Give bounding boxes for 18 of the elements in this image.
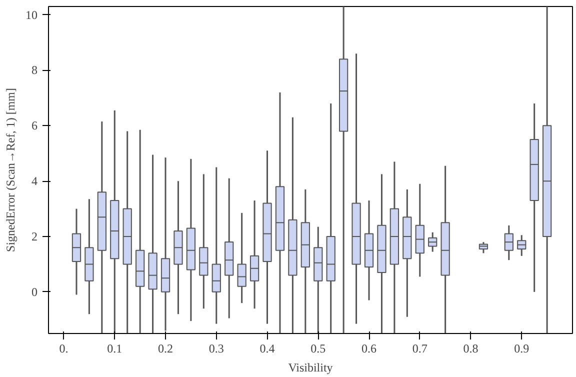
x-tick-label: 0.1: [107, 342, 122, 356]
x-tick-label: 0.6: [362, 342, 377, 356]
x-tick-label: 0.5: [310, 342, 326, 356]
x-axis-title: Visibility: [288, 360, 333, 374]
x-tick-label: 0.9: [514, 342, 530, 356]
y-tick-label: 0: [32, 284, 38, 299]
x-tick-label: 0.8: [463, 342, 478, 356]
x-tick-label: 0.7: [412, 342, 428, 356]
y-tick-label: 4: [32, 174, 38, 188]
y-axis-title: SignedError (Scan→Ref, 1) [mm]: [4, 88, 18, 252]
y-tick-label: 2: [32, 230, 38, 244]
x-tick-label: 0.: [59, 342, 68, 356]
x-tick-label: 0.2: [158, 342, 174, 356]
y-tick-label: 6: [32, 118, 38, 133]
x-tick-label: 0.3: [208, 342, 224, 356]
y-tick-label: 10: [26, 8, 38, 22]
x-tick-label: 0.4: [260, 342, 275, 356]
y-tick-label: 8: [32, 63, 38, 78]
